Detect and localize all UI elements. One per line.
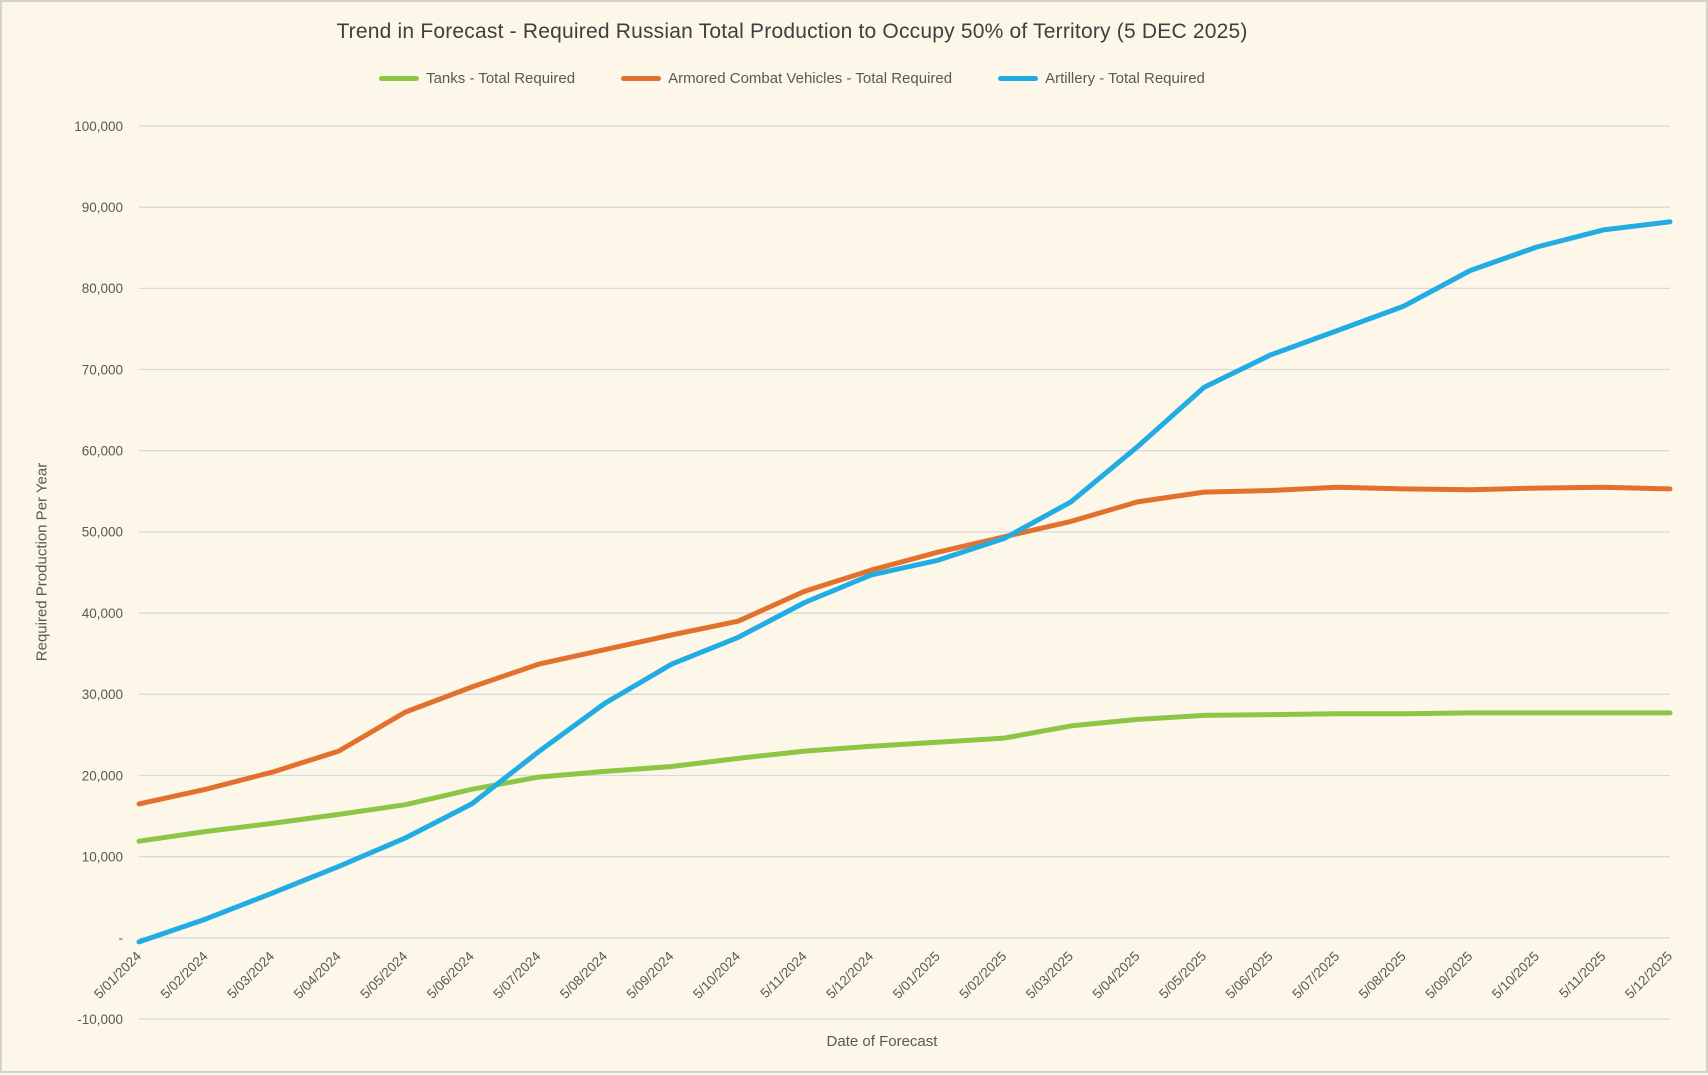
y-tick-label: 100,000: [74, 119, 123, 134]
x-tick-label: 5/11/2024: [757, 948, 810, 1001]
x-tick-label: 5/06/2024: [424, 948, 477, 1001]
artillery-line-swatch-icon: [998, 76, 1039, 81]
x-tick-label: 5/02/2024: [158, 948, 211, 1001]
x-tick-label: 5/04/2024: [291, 948, 344, 1001]
y-axis-title: Required Production Per Year: [33, 462, 51, 662]
y-tick-label: -10,000: [77, 1012, 123, 1027]
y-tick-label: 90,000: [82, 200, 123, 215]
series-line-artillery[interactable]: [136, 219, 1673, 945]
legend-label: Armored Combat Vehicles - Total Required: [668, 70, 953, 87]
y-tick-label: 40,000: [82, 606, 123, 621]
y-tick-label: 20,000: [82, 768, 123, 783]
x-tick-label: 5/11/2025: [1556, 949, 1608, 1001]
x-tick-label: 5/03/2024: [224, 948, 277, 1001]
legend: Tanks - Total Required Armored Combat Veh…: [2, 70, 1582, 87]
series-line-tanks[interactable]: [136, 710, 1673, 844]
y-tick-label: 10,000: [82, 849, 123, 864]
legend-label: Artillery - Total Required: [1045, 70, 1205, 87]
x-tick-label: 5/04/2025: [1090, 949, 1143, 1002]
x-tick-label: 5/08/2025: [1356, 949, 1409, 1002]
legend-item-artillery[interactable]: Artillery - Total Required: [998, 70, 1205, 87]
x-tick-label: 5/06/2025: [1223, 949, 1276, 1002]
x-tick-label: 5/10/2025: [1489, 949, 1542, 1002]
x-tick-label: 5/01/2025: [890, 949, 943, 1002]
y-tick-label: 50,000: [82, 525, 123, 540]
x-tick-label: 5/01/2024: [91, 948, 144, 1001]
y-tick-label: 70,000: [82, 362, 123, 377]
x-tick-label: 5/12/2025: [1622, 949, 1675, 1002]
x-axis-title: Date of Forecast: [826, 1033, 938, 1050]
y-tick-label: 80,000: [82, 281, 123, 296]
x-tick-label: 5/03/2025: [1023, 949, 1076, 1002]
x-tick-label: 5/09/2024: [624, 948, 677, 1001]
x-tick-label: 5/07/2025: [1289, 949, 1342, 1002]
y-tick-label: 30,000: [82, 687, 123, 702]
tanks-line-swatch-icon: [379, 76, 420, 81]
chart-title: Trend in Forecast - Required Russian Tot…: [336, 20, 1248, 43]
x-tick-label: 5/05/2024: [357, 948, 410, 1001]
x-tick-label: 5/10/2024: [690, 948, 743, 1001]
legend-item-tanks[interactable]: Tanks - Total Required: [379, 70, 575, 87]
legend-item-armored-combat-vehicles[interactable]: Armored Combat Vehicles - Total Required: [621, 70, 952, 87]
x-tick-label: 5/08/2024: [557, 948, 610, 1001]
x-tick-label: 5/05/2025: [1156, 949, 1209, 1002]
legend-label: Tanks - Total Required: [426, 70, 576, 87]
y-tick-label: -: [119, 931, 124, 946]
y-tick-label: 60,000: [82, 444, 123, 459]
series-line-armored-combat-vehicles[interactable]: [136, 484, 1673, 807]
armored-combat-vehicles-line-swatch-icon: [621, 76, 662, 81]
x-tick-label: 5/07/2024: [490, 948, 543, 1001]
x-tick-label: 5/09/2025: [1422, 949, 1475, 1002]
x-tick-label: 5/12/2024: [823, 948, 876, 1001]
x-tick-label: 5/02/2025: [956, 949, 1009, 1002]
